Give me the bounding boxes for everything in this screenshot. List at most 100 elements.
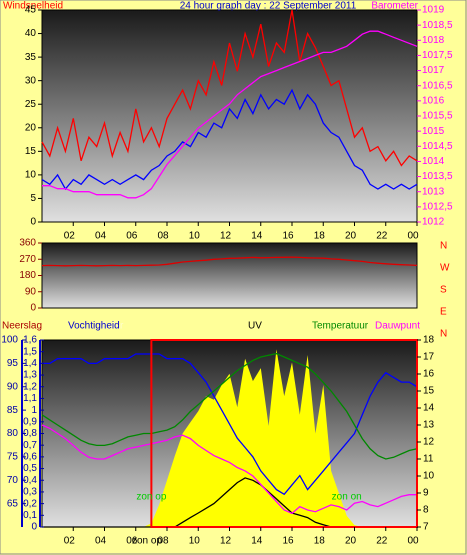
y-tick-label: 0,2 xyxy=(23,498,37,509)
x-tick-label: 02 xyxy=(64,536,76,547)
x-tick-label: 06 xyxy=(126,231,138,242)
y-tick-label: 0,7 xyxy=(23,440,37,451)
y-tick-label: 1,2 xyxy=(23,381,37,392)
y-tick-label: 0 xyxy=(30,303,36,314)
series-line xyxy=(41,424,417,515)
y-tick-label: 0,3 xyxy=(23,487,37,498)
y-tick-label: 65 xyxy=(7,498,19,509)
y-tick-label: 95 xyxy=(7,358,19,369)
x-tick-label: 06 xyxy=(126,536,138,547)
y-tick-label: 1012,5 xyxy=(422,201,453,212)
y-tick-label: 0,8 xyxy=(23,428,37,439)
y-tick-label: 1013 xyxy=(422,186,445,197)
compass-label: S xyxy=(440,285,447,296)
x-tick-label: 08 xyxy=(157,536,169,547)
y-tick-label: 0,9 xyxy=(23,416,37,427)
y-tick-label: 12 xyxy=(423,437,435,448)
y-tick-label: 18 xyxy=(423,335,435,346)
y-tick-label: 5 xyxy=(30,193,36,204)
x-tick-label: 04 xyxy=(95,536,107,547)
y-tick-label: 15 xyxy=(423,386,435,397)
x-tick-label: 10 xyxy=(189,536,201,547)
y-tick-label: 360 xyxy=(19,238,36,249)
y-tick-label: 80 xyxy=(7,428,19,439)
y-tick-label: 90 xyxy=(25,286,37,297)
y-tick-label: 0,1 xyxy=(23,510,37,521)
x-tick-label: 00 xyxy=(407,231,419,242)
y-tick-label: 7 xyxy=(423,522,429,533)
legend-label: UV xyxy=(248,321,262,332)
x-tick-label: 18 xyxy=(314,536,326,547)
y-tick-label: 1017 xyxy=(422,65,445,76)
x-tick-label: 18 xyxy=(314,231,326,242)
y-tick-label: 1,4 xyxy=(23,358,37,369)
y-tick-label: 14 xyxy=(423,403,435,414)
y-tick-label: 13 xyxy=(423,420,435,431)
y-tick-label: 8 xyxy=(423,505,429,516)
y-tick-label: 1019 xyxy=(422,5,445,16)
x-tick-label: 14 xyxy=(251,536,263,547)
compass-label: W xyxy=(440,263,450,274)
y-tick-label: 1,6 xyxy=(23,335,37,346)
sunrise-label: zon op xyxy=(132,536,162,547)
x-tick-label: 12 xyxy=(220,536,232,547)
y-axis-label: Neerslag xyxy=(2,321,42,332)
y-tick-label: 180 xyxy=(19,270,36,281)
y-tick-label: 20 xyxy=(25,122,37,133)
series-line xyxy=(42,353,418,496)
y-tick-label: 1012 xyxy=(422,217,445,228)
y-tick-label: 10 xyxy=(25,170,37,181)
y-tick-label: 1,3 xyxy=(23,370,37,381)
y-tick-label: 0,6 xyxy=(23,452,37,463)
legend-label: Vochtigheid xyxy=(68,321,120,332)
x-tick-label: 14 xyxy=(251,231,263,242)
y-tick-label: 0 xyxy=(31,522,37,533)
y-tick-label: 9 xyxy=(423,488,429,499)
compass-label: N xyxy=(440,241,447,252)
x-tick-label: 00 xyxy=(407,536,419,547)
compass-label: E xyxy=(440,307,447,318)
series-line xyxy=(41,9,418,167)
y-tick-label: 1018 xyxy=(422,35,445,46)
y-tick-label: 1015 xyxy=(422,126,445,137)
x-tick-label: 04 xyxy=(95,231,107,242)
x-tick-label: 16 xyxy=(282,536,294,547)
legend-label: Temperatuur xyxy=(312,321,369,332)
series-line xyxy=(41,88,418,191)
y-tick-label: 1018,5 xyxy=(422,20,453,31)
y-tick-label: 270 xyxy=(19,254,36,265)
y-tick-label: 16 xyxy=(423,369,435,380)
y-tick-label: 1016 xyxy=(422,95,445,106)
plot-area xyxy=(41,9,418,223)
y-tick-label: 1,1 xyxy=(23,393,37,404)
x-tick-label: 02 xyxy=(64,231,76,242)
x-tick-label: 16 xyxy=(282,231,294,242)
y-tick-label: 0,5 xyxy=(23,463,37,474)
compass-label: N xyxy=(440,329,447,340)
y-tick-label: 70 xyxy=(7,475,19,486)
x-tick-label: 12 xyxy=(220,231,232,242)
series-line xyxy=(41,352,418,460)
y-tick-label: 17 xyxy=(423,352,435,363)
y-tick-label: 100 xyxy=(1,335,18,346)
legend-label: Solar xyxy=(100,321,124,332)
y-tick-label: 0 xyxy=(30,217,36,228)
y-tick-label: 1015,5 xyxy=(422,111,453,122)
y-tick-label: 1014,5 xyxy=(422,141,453,152)
y2-axis-label: Barometer xyxy=(371,1,418,12)
y-tick-label: 85 xyxy=(7,405,19,416)
solar-area xyxy=(42,349,417,527)
x-tick-label: 20 xyxy=(345,536,357,547)
y-tick-label: 75 xyxy=(7,452,19,463)
series-line xyxy=(41,256,418,267)
y-tick-label: 1016,5 xyxy=(422,80,453,91)
y-tick-label: 40 xyxy=(25,28,37,39)
x-tick-label: 22 xyxy=(376,536,388,547)
y-tick-label: 11 xyxy=(423,454,434,465)
series-line xyxy=(42,30,418,199)
y-tick-label: 45 xyxy=(25,5,37,16)
y-tick-label: 1 xyxy=(31,405,37,416)
y-tick-label: 90 xyxy=(7,381,19,392)
x-tick-label: 08 xyxy=(157,231,169,242)
